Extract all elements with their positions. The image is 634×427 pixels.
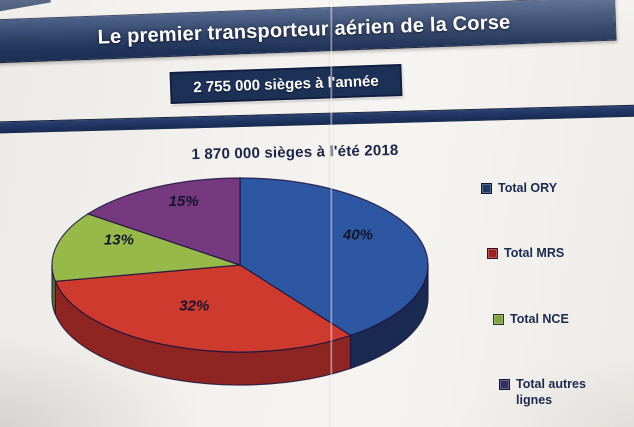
pie-slice-label-total-mrs: 32% <box>179 297 209 314</box>
subtitle-badge: 2 755 000 sièges à l'année <box>168 62 404 106</box>
legend-label: Total MRS <box>504 246 565 261</box>
legend-item-total-mrs: Total MRS <box>487 245 616 261</box>
divider-stripe <box>0 104 634 134</box>
legend-item-total-nce: Total NCE <box>493 311 616 327</box>
legend-label: Total autres lignes <box>516 376 586 407</box>
title-banner: Le premier transporteur aérien de la Cor… <box>0 0 617 64</box>
page-title: Le premier transporteur aérien de la Cor… <box>97 10 511 49</box>
legend-label: Total NCE <box>510 311 569 326</box>
pie-slice-label-total-nce: 13% <box>104 231 134 248</box>
subtitle-badge-label: 2 755 000 sièges à l'année <box>193 72 379 96</box>
legend-item-total-autres-lignes: Total autres lignes <box>499 376 616 409</box>
chart-title: 1 870 000 sièges à l'été 2018 <box>191 141 399 164</box>
pie-slice-total-autres-lignes <box>86 177 241 266</box>
pie-slice-label-total-autres-lignes: 15% <box>169 193 199 210</box>
legend-swatch-icon <box>499 378 510 390</box>
legend-swatch-icon <box>487 248 498 260</box>
legend-swatch-icon <box>481 183 492 194</box>
chart-legend: Total ORY Total MRS Total NCE Total autres … <box>481 180 616 427</box>
legend-label: Total ORY <box>498 181 558 195</box>
pie-slice-total-mrs <box>54 264 352 353</box>
top-left-banner-edge <box>0 0 51 14</box>
legend-item-total-ory: Total ORY <box>481 180 616 196</box>
pie-slice-total-nce <box>51 213 241 282</box>
pie-chart: 40% 32% 13% 15% <box>51 177 429 386</box>
legend-swatch-icon <box>493 313 504 325</box>
pie-slice-label-total-ory: 40% <box>342 226 373 243</box>
